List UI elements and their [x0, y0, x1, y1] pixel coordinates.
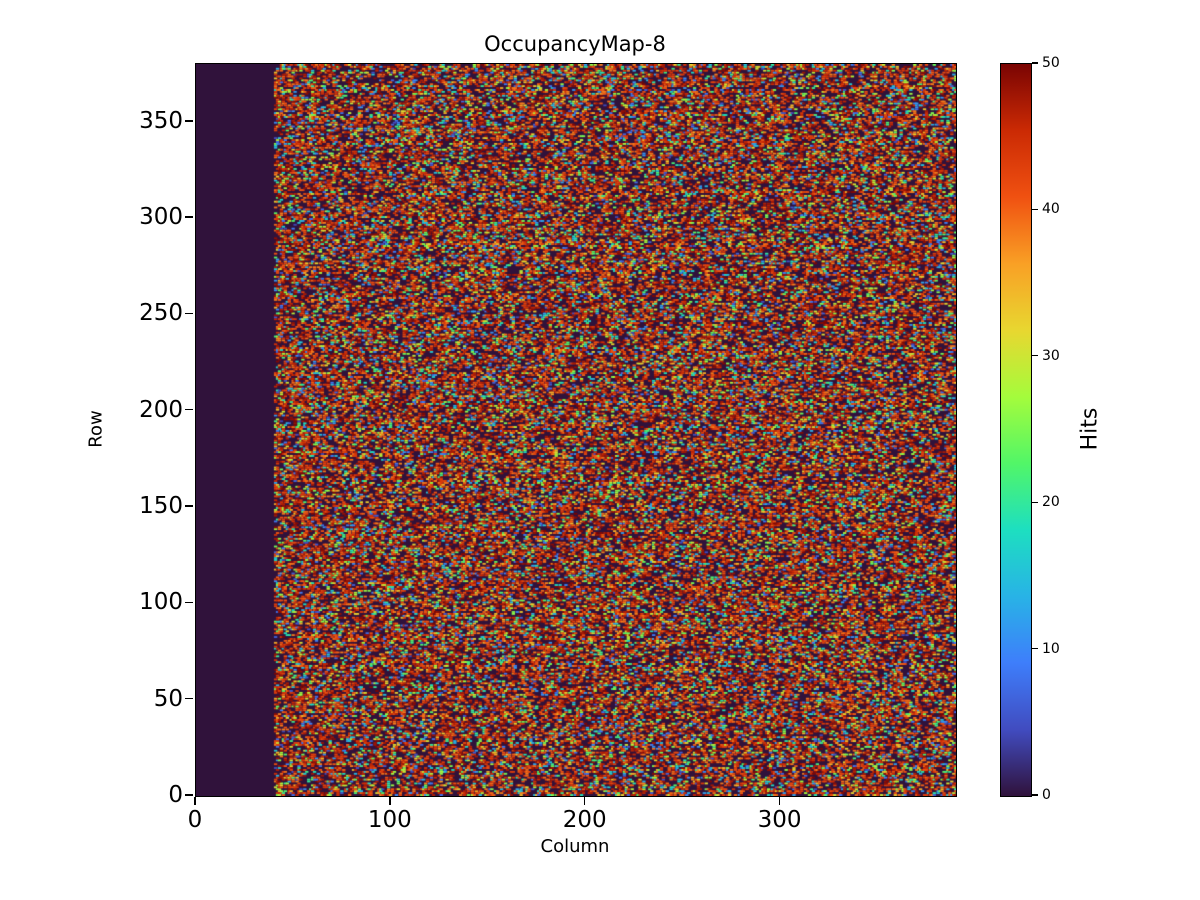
- colorbar-tick-mark: [1032, 648, 1038, 650]
- x-tick-label: 0: [187, 807, 203, 833]
- y-tick-label: 250: [139, 300, 183, 327]
- x-tick-mark: [389, 797, 391, 805]
- y-tick-mark: [185, 216, 193, 218]
- colorbar-tick-mark: [1032, 355, 1038, 357]
- y-tick-label: 100: [139, 589, 183, 616]
- y-tick-mark: [185, 312, 193, 315]
- chart-title: OccupancyMap-8: [484, 32, 666, 56]
- y-tick-mark: [185, 408, 193, 411]
- y-tick-label: 50: [153, 685, 183, 712]
- colorbar-tick-mark: [1032, 501, 1038, 503]
- colorbar-tick-label: 40: [1042, 201, 1060, 218]
- colorbar-tick-mark: [1032, 208, 1038, 210]
- y-tick-mark: [185, 697, 193, 700]
- x-tick-label: 300: [757, 807, 802, 833]
- x-tick-label: 200: [562, 807, 607, 833]
- y-tick-label: 0: [168, 782, 183, 808]
- colorbar-tick-label: 30: [1042, 347, 1060, 364]
- y-tick-label: 200: [139, 396, 183, 423]
- colorbar-tick-label: 20: [1042, 494, 1060, 511]
- x-axis-label: Column: [540, 836, 610, 857]
- x-tick-label: 100: [367, 807, 412, 833]
- colorbar: [1000, 63, 1032, 797]
- colorbar-tick-label: 50: [1042, 55, 1060, 71]
- x-tick-mark: [194, 797, 196, 805]
- colorbar-tick-label: 10: [1042, 640, 1060, 657]
- colorbar-label: Hits: [1077, 407, 1103, 451]
- y-tick-mark: [185, 601, 193, 604]
- y-tick-mark: [185, 794, 193, 796]
- y-tick-mark: [185, 505, 193, 507]
- y-tick-mark: [185, 120, 193, 122]
- y-tick-label: 350: [139, 107, 183, 134]
- x-tick-mark: [583, 797, 586, 805]
- y-tick-label: 150: [139, 493, 183, 520]
- colorbar-tick-mark: [1032, 794, 1038, 796]
- y-tick-label: 300: [139, 204, 183, 231]
- heatmap-canvas: [196, 64, 956, 796]
- colorbar-tick-mark: [1032, 62, 1038, 64]
- colorbar-tick-label: 0: [1042, 787, 1051, 803]
- heatmap-plot-area: [195, 63, 957, 797]
- x-tick-mark: [778, 797, 781, 805]
